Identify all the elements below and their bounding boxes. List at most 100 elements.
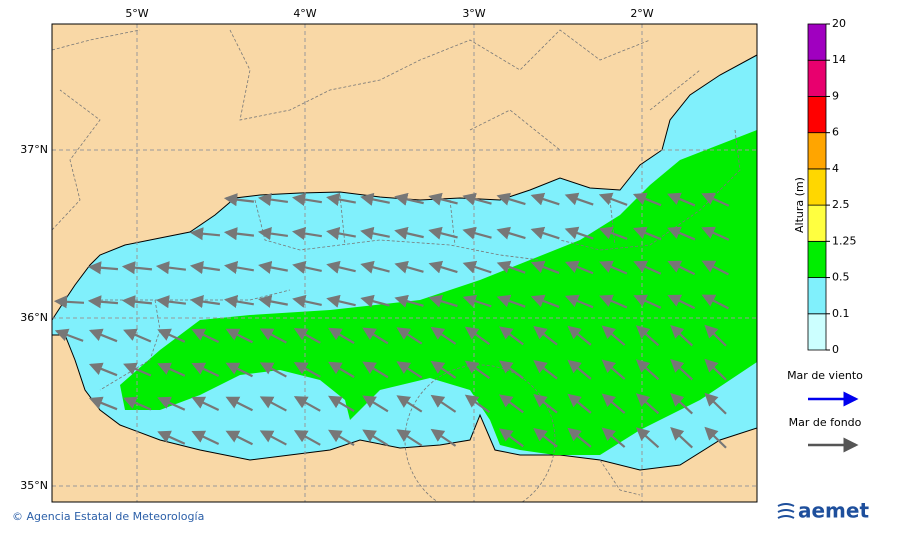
- swell-arrow: [499, 326, 524, 346]
- swell-arrow: [564, 294, 594, 309]
- swell-arrow: [632, 192, 662, 207]
- swell-arrow: [121, 261, 153, 275]
- swell-arrow: [157, 328, 186, 343]
- lon-label: 3°W: [462, 7, 485, 20]
- swell-arrow: [53, 295, 85, 309]
- swell-arrow: [635, 393, 660, 415]
- swell-arrow: [326, 294, 356, 308]
- swell-arrow: [396, 361, 423, 379]
- swell-arrow: [224, 294, 254, 309]
- swell-arrow: [599, 294, 628, 309]
- logo-text: aemet: [798, 499, 869, 523]
- colorbar-segment: [807, 96, 827, 134]
- lon-label: 5°W: [125, 7, 148, 20]
- swell-arrow: [225, 396, 254, 412]
- swell-arrow: [670, 392, 693, 415]
- swell-arrow: [87, 261, 119, 275]
- swell-arrow: [564, 192, 594, 206]
- swell-arrow: [394, 294, 424, 308]
- swell-arrow: [633, 294, 662, 309]
- lon-label: 4°W: [293, 7, 316, 20]
- swell-arrow: [464, 326, 491, 346]
- swell-arrow: [54, 328, 84, 342]
- swell-arrow: [635, 427, 660, 449]
- swell-arrow: [223, 193, 255, 207]
- colorbar-label: 14: [832, 53, 846, 66]
- swell-arrow: [530, 294, 560, 308]
- swell-arrow: [123, 328, 152, 343]
- swell-arrow: [601, 393, 626, 414]
- swell-arrow: [328, 327, 355, 345]
- swell-arrow: [396, 429, 423, 447]
- swell-arrow: [88, 328, 118, 343]
- swell-arrow: [191, 396, 220, 412]
- swell-arrow: [499, 360, 524, 380]
- swell-arrow: [499, 394, 524, 414]
- swell-arrow: [225, 430, 254, 446]
- swell-arrow: [157, 362, 186, 377]
- swell-arrow: [567, 325, 592, 346]
- swell-arrow: [121, 295, 153, 309]
- colorbar-label: 0.5: [832, 271, 850, 284]
- swell-arrow: [601, 325, 626, 346]
- swell-arrow: [259, 328, 287, 344]
- swell-arrow: [670, 426, 693, 449]
- swell-arrow: [293, 430, 321, 446]
- swell-arrow: [530, 192, 560, 206]
- swell-arrow: [670, 358, 693, 381]
- swell-arrow: [362, 327, 389, 345]
- swell-arrow: [157, 430, 186, 445]
- colorbar-label: 6: [832, 126, 839, 139]
- swell-arrow: [123, 396, 152, 411]
- colorbar-segment: [807, 23, 827, 61]
- swell-arrow: [496, 260, 526, 274]
- swell-arrow: [328, 429, 355, 447]
- swell-arrow: [667, 294, 696, 310]
- swell-arrow: [258, 260, 288, 274]
- swell-arrow: [191, 430, 220, 446]
- swell-arrow: [533, 326, 558, 346]
- swell-arrow: [635, 325, 660, 347]
- swell-arrow: [704, 324, 727, 347]
- swell-arrow: [394, 226, 424, 240]
- colorbar: 0 0.1 0.5 1.25 2.5 4 6 9 14 20: [807, 17, 857, 356]
- swell-arrow: [670, 324, 693, 347]
- legend-title: Altura (m): [793, 177, 806, 233]
- swell-arrow: [258, 294, 288, 308]
- lat-label: 35°N: [20, 479, 48, 492]
- swell-arrow: [87, 295, 119, 309]
- colorbar-label: 4: [832, 162, 839, 175]
- swell-arrow: [292, 260, 322, 274]
- colorbar-segment: [807, 240, 827, 278]
- colorbar-segment: [807, 313, 827, 351]
- swell-arrow: [326, 226, 356, 240]
- swell-arrow: [88, 396, 118, 411]
- swell-arrow: [326, 260, 356, 274]
- swell-arrow: [701, 294, 729, 310]
- colorbar-label: 0: [832, 343, 839, 356]
- swell-arrow: [394, 260, 424, 274]
- swell-arrow: [496, 192, 526, 206]
- swell-arrow: [567, 393, 592, 414]
- swell-arrow: [499, 428, 524, 448]
- lat-label: 37°N: [20, 143, 48, 156]
- swell-arrow: [394, 192, 424, 206]
- swell-arrow: [396, 395, 423, 413]
- swell-arrow: [360, 226, 390, 240]
- swell-arrow: [430, 428, 457, 447]
- swell-arrow: [360, 260, 390, 274]
- swell-arrow: [704, 426, 727, 449]
- colorbar-segment: [807, 59, 827, 97]
- swell-arrow: [259, 430, 287, 446]
- swell-arrow: [430, 360, 457, 379]
- swell-arrow: [462, 192, 492, 206]
- swell-arrow: [564, 260, 594, 275]
- swell-arrow: [598, 226, 628, 240]
- swell-arrow: [189, 295, 221, 309]
- swell-arrow: [362, 395, 389, 413]
- swell-arrow: [601, 427, 626, 448]
- swell-arrow: [362, 361, 389, 379]
- swell-arrow: [464, 360, 491, 380]
- colorbar-segment: [807, 132, 827, 170]
- swell-arrow: [633, 260, 662, 275]
